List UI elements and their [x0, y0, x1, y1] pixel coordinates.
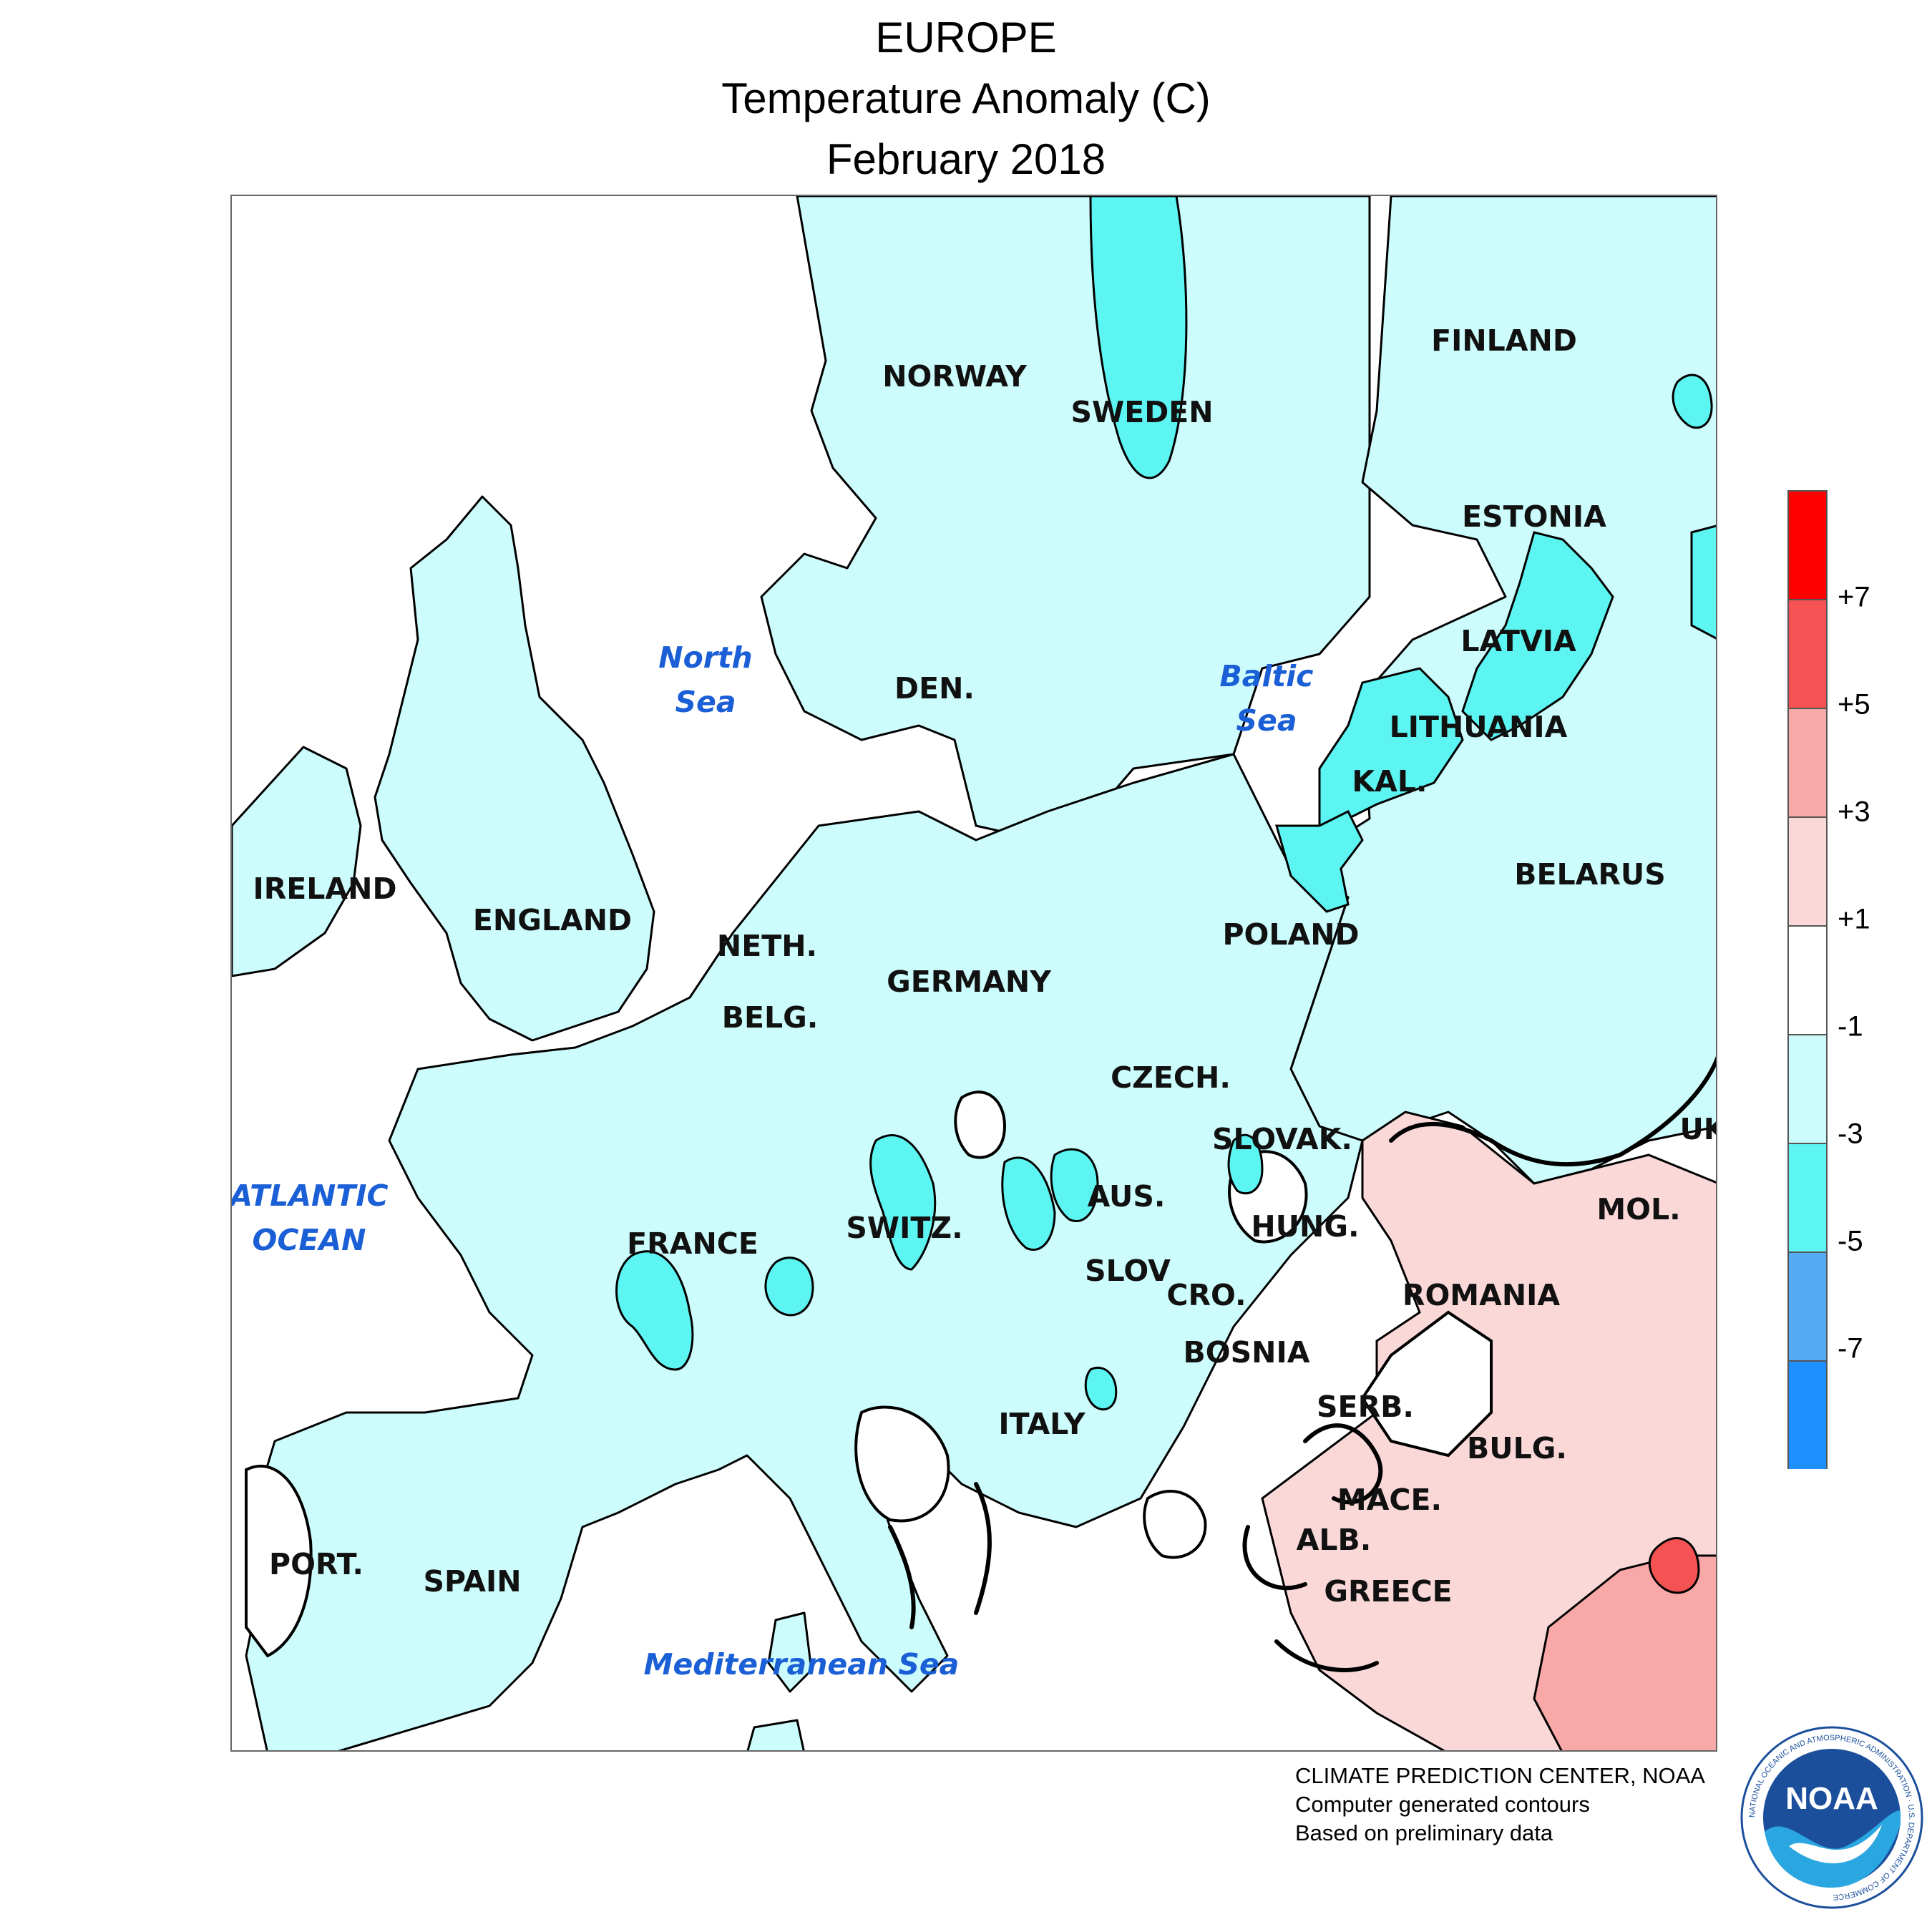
- label-cro: CRO.: [1166, 1278, 1246, 1312]
- label-england: ENGLAND: [472, 903, 633, 937]
- legend-bin: [1787, 1360, 1828, 1469]
- label-den: DEN.: [894, 671, 975, 706]
- legend-label: +1: [1838, 903, 1870, 935]
- label-italy: ITALY: [998, 1407, 1085, 1441]
- label-germany: GERMANY: [887, 965, 1051, 999]
- label-lithuania: LITHUANIA: [1389, 710, 1568, 744]
- legend-label: +7: [1838, 581, 1870, 613]
- legend-bin: [1787, 1143, 1828, 1252]
- label-latvia: LATVIA: [1460, 624, 1576, 658]
- legend-label: -3: [1838, 1118, 1863, 1150]
- label-romania: ROMANIA: [1402, 1278, 1561, 1312]
- label-mace: MACE.: [1337, 1483, 1443, 1517]
- label-bosnia: BOSNIA: [1183, 1335, 1310, 1370]
- credit-line: CLIMATE PREDICTION CENTER, NOAA: [1295, 1763, 1705, 1788]
- legend-bin: [1787, 1252, 1828, 1360]
- anomaly-map: [232, 196, 1716, 1750]
- label-switz: SWITZ.: [846, 1211, 963, 1245]
- label-mediterranean-sea: Mediterranean Sea: [643, 1647, 960, 1682]
- land-hot-anomaly: [1648, 1537, 1700, 1594]
- label-aus: AUS.: [1087, 1179, 1166, 1214]
- credit-line: Computer generated contours: [1295, 1792, 1590, 1817]
- label-atlantic-ocean: ATLANTIC OCEAN: [230, 1179, 389, 1257]
- legend-label: -1: [1838, 1010, 1863, 1043]
- label-finland: FINLAND: [1431, 323, 1577, 358]
- map-area: FINLAND NORWAY SWEDEN ESTONIA LATVIA LIT…: [230, 195, 1717, 1752]
- label-norway: NORWAY: [882, 359, 1027, 394]
- legend-label: -7: [1838, 1332, 1863, 1365]
- neutral-patches: [245, 1091, 1493, 1658]
- label-belarus: BELARUS: [1514, 857, 1666, 892]
- legend-bin: [1787, 599, 1828, 708]
- legend-bin: [1787, 925, 1828, 1034]
- label-serb: SERB.: [1317, 1390, 1414, 1424]
- label-baltic-sea: Baltic Sea: [1219, 659, 1314, 738]
- label-ireland: IRELAND: [253, 872, 397, 906]
- map-subtitle: Temperature Anomaly (C): [721, 74, 1211, 122]
- label-greece: GREECE: [1324, 1574, 1453, 1609]
- credits: CLIMATE PREDICTION CENTER, NOAA Computer…: [1295, 1762, 1705, 1848]
- label-port: PORT.: [269, 1547, 364, 1581]
- label-sweden: SWEDEN: [1070, 395, 1214, 429]
- label-spain: SPAIN: [423, 1564, 522, 1599]
- label-north-sea: North Sea: [658, 640, 753, 719]
- map-title: EUROPE: [875, 14, 1057, 62]
- legend-bin: [1787, 816, 1828, 925]
- label-poland: POLAND: [1222, 917, 1360, 952]
- label-czech: CZECH.: [1111, 1060, 1231, 1095]
- map-date: February 2018: [826, 135, 1106, 183]
- label-bulg: BULG.: [1467, 1431, 1567, 1465]
- cold-patches: [615, 196, 1716, 1411]
- label-france: FRANCE: [627, 1226, 758, 1261]
- noaa-logo-text: NOAA: [1785, 1781, 1878, 1816]
- label-kal: KAL.: [1352, 764, 1428, 799]
- legend-bin: [1787, 490, 1828, 599]
- label-belg: BELG.: [721, 1000, 819, 1035]
- label-uk: UK: [1679, 1112, 1716, 1146]
- legend-label: -5: [1838, 1225, 1863, 1257]
- label-hung: HUNG.: [1251, 1209, 1360, 1244]
- label-slov: SLOV: [1085, 1254, 1171, 1288]
- legend-bin: [1787, 1034, 1828, 1143]
- label-mol: MOL.: [1596, 1192, 1681, 1226]
- color-legend: +7 +5 +3 +1 -1 -3 -5 -7: [1787, 490, 1870, 1469]
- legend-bin: [1787, 708, 1828, 816]
- label-estonia: ESTONIA: [1462, 499, 1606, 534]
- land-warmer-anomaly: [1533, 1554, 1716, 1750]
- legend-label: +3: [1838, 796, 1870, 828]
- contour-lines: [888, 1055, 1716, 1672]
- legend-label: +5: [1838, 688, 1870, 721]
- credit-line: Based on preliminary data: [1295, 1820, 1553, 1845]
- label-alb: ALB.: [1296, 1523, 1372, 1557]
- label-slovak: SLOVAK.: [1212, 1122, 1352, 1156]
- noaa-logo-icon: NOAA NATIONAL OCEANIC AND ATMOSPHERIC AD…: [1740, 1726, 1923, 1909]
- label-neth: NETH.: [716, 929, 818, 963]
